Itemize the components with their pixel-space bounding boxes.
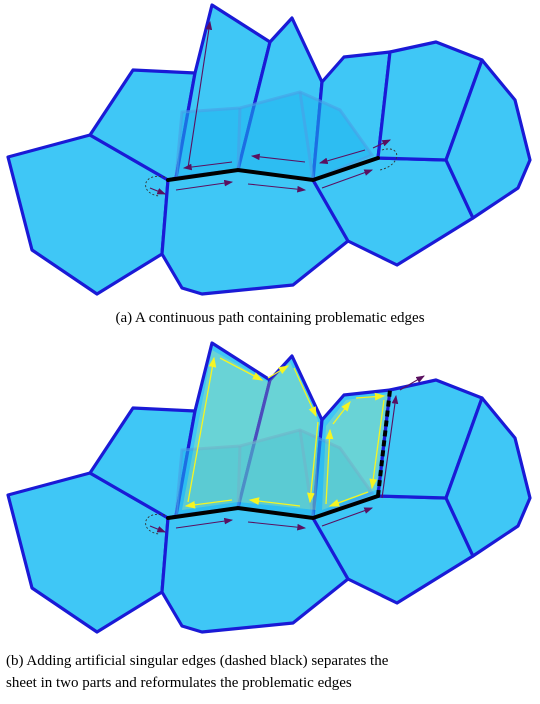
polygon-mesh <box>6 3 532 296</box>
panel-b-diagram <box>0 338 540 638</box>
path-arrows <box>145 20 398 197</box>
left-part-highlight <box>182 350 318 510</box>
artificial-singular-edge <box>376 389 392 497</box>
caption-b: (b) Adding artificial singular edges (da… <box>0 650 540 694</box>
mesh-diagram-a <box>6 3 532 296</box>
path-arrows <box>145 375 425 535</box>
caption-a: (a) A continuous path containing problem… <box>115 310 425 326</box>
highlight-arrows <box>184 356 386 509</box>
mesh-diagram-b <box>6 341 532 634</box>
panel-a-diagram <box>0 0 540 300</box>
problematic-edge-path <box>166 494 380 521</box>
problematic-edge-path <box>166 156 380 183</box>
caption-b-line2: sheet in two parts and reformulates the … <box>6 675 352 691</box>
caption-b-line1: (b) Adding artificial singular edges (da… <box>6 653 389 669</box>
